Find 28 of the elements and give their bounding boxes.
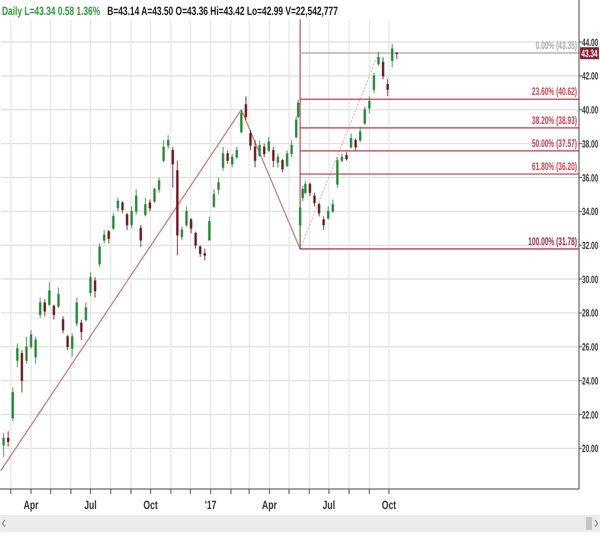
chart-subtitle: B=43.14 A=43.50 O=43.36 Hi=43.42 Lo=42.99 V=22,542,777: [107, 6, 338, 18]
x-tick-label: Apr: [262, 500, 277, 512]
series-label: 38.20% (38.93): [532, 114, 577, 126]
y-tick-label: 36.00: [582, 172, 598, 184]
y-tick-label: 22.00: [582, 408, 598, 421]
y-tick-label: 20.00: [582, 442, 598, 455]
y-tick-label: 34.00: [582, 206, 598, 218]
chart-title: Daily L=43.34 0.58 1.36%: [2, 6, 100, 18]
y-tick-label: 44.00: [582, 36, 598, 48]
x-tick-label: Apr: [24, 500, 38, 512]
x-tick-label: Oct: [382, 500, 397, 512]
x-tick-label: Jul: [84, 500, 97, 512]
series-label: 50.00% (37.57): [532, 137, 577, 150]
x-tick-label: Oct: [143, 500, 158, 512]
y-tick-label: 28.00: [582, 307, 598, 320]
y-tick-label: 42.00: [582, 70, 598, 82]
series-label: 61.80% (36.20): [532, 160, 577, 172]
series-label: 100.00% (31.78): [528, 235, 577, 248]
series-label: 23.60% (40.62): [532, 86, 577, 98]
y-tick-label: 32.00: [582, 239, 598, 252]
y-tick-label: 30.00: [582, 273, 598, 286]
series-label: 0.00% (43.35): [536, 39, 577, 52]
y-tick-label: 38.00: [582, 138, 598, 150]
x-tick-label: Jul: [322, 500, 336, 512]
x-tick-label: '17: [204, 500, 217, 512]
y-tick-label: 40.00: [582, 104, 598, 116]
y-tick-label: 24.00: [582, 374, 598, 387]
y-tick-label: 26.00: [582, 340, 598, 353]
